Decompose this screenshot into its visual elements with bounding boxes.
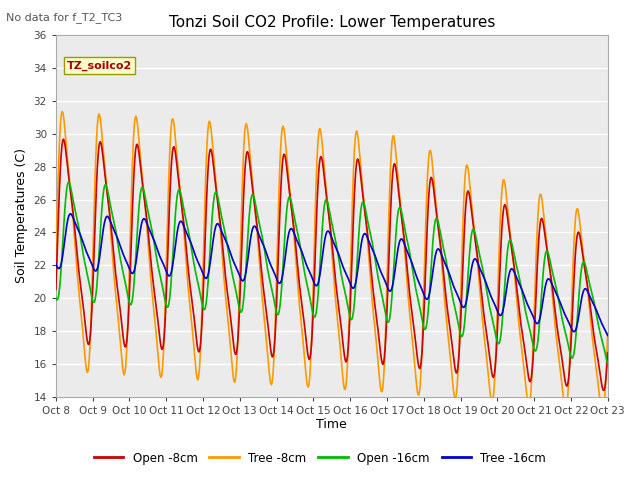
Title: Tonzi Soil CO2 Profile: Lower Temperatures: Tonzi Soil CO2 Profile: Lower Temperatur… bbox=[168, 15, 495, 30]
Y-axis label: Soil Temperatures (C): Soil Temperatures (C) bbox=[15, 148, 28, 284]
Text: TZ_soilco2: TZ_soilco2 bbox=[67, 60, 132, 71]
X-axis label: Time: Time bbox=[316, 419, 347, 432]
Legend: Open -8cm, Tree -8cm, Open -16cm, Tree -16cm: Open -8cm, Tree -8cm, Open -16cm, Tree -… bbox=[89, 447, 551, 469]
Text: No data for f_T2_TC3: No data for f_T2_TC3 bbox=[6, 12, 123, 23]
